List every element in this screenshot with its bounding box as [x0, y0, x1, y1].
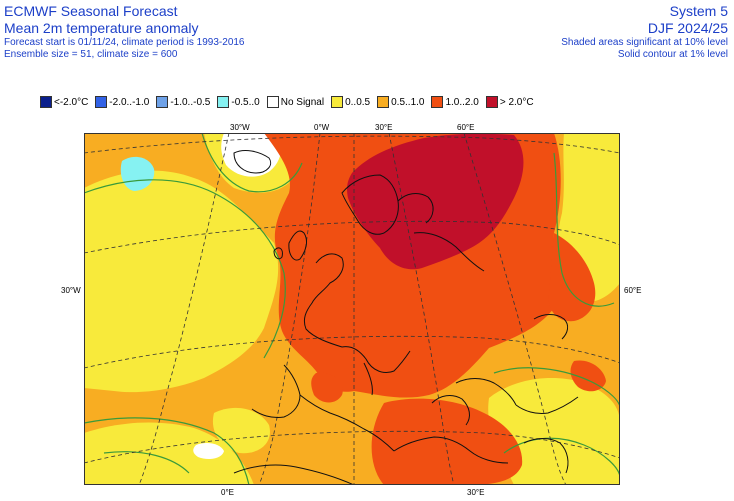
significance-contour: Solid contour at 1% level [617, 49, 728, 60]
legend-label: -1.0..-0.5 [170, 96, 211, 108]
significance-shaded: Shaded areas significant at 10% level [561, 37, 728, 48]
significance-contours [84, 133, 620, 485]
no-signal-patch-south [193, 443, 224, 459]
anomaly-above-2.0-scandinavia [347, 133, 524, 270]
legend-label: > 2.0°C [499, 96, 534, 108]
forecast-info: Forecast start is 01/11/24, climate peri… [4, 37, 245, 48]
legend-item: -0.5..0 [217, 96, 260, 108]
graticule-label-top-3: 30°E [375, 123, 393, 132]
legend-label: 1.0..2.0 [445, 96, 479, 108]
map-frame [84, 133, 620, 485]
legend-swatch [331, 96, 344, 108]
anomaly-negative-patch [120, 156, 155, 191]
legend-swatch [377, 96, 390, 108]
map-title: ECMWF Seasonal Forecast [4, 3, 178, 19]
graticule-label-left: 30°W [61, 286, 81, 295]
legend-label: 0..0.5 [345, 96, 371, 108]
graticule-label-bottom-2: 30°E [467, 488, 485, 497]
legend-label: 0.5..1.0 [391, 96, 425, 108]
graticule-label-top-2: 0°W [314, 123, 330, 132]
anomaly-0-0.5-southwest-patch [212, 407, 270, 454]
graticule-label-top-1: 30°W [230, 123, 250, 132]
legend-swatch [217, 96, 230, 108]
legend-label: -0.5..0 [231, 96, 260, 108]
anomaly-1.0-2.0-caspian [570, 360, 606, 392]
ensemble-info: Ensemble size = 51, climate size = 600 [4, 49, 178, 60]
anomaly-0-0.5-south [84, 422, 254, 485]
temperature-anomaly-map [84, 133, 620, 485]
period-label: DJF 2024/25 [647, 20, 728, 36]
anomaly-1.0-2.0-south [371, 398, 523, 485]
legend-label: No Signal [280, 96, 325, 108]
legend-swatch [95, 96, 108, 108]
legend-item: -2.0..-1.0 [95, 96, 149, 108]
anomaly-1.0-2.0-east-strip [548, 233, 596, 322]
legend-item: -1.0..-0.5 [156, 96, 210, 108]
legend-item: > 2.0°C [485, 96, 534, 108]
header-left: ECMWF Seasonal Forecast Mean 2m temperat… [4, 3, 245, 61]
header-right: System 5 DJF 2024/25 Shaded areas signif… [561, 3, 728, 61]
graticule-label-right: 60°E [624, 286, 642, 295]
coastlines [233, 150, 579, 485]
legend-label: <-2.0°C [54, 96, 89, 108]
legend-item: 1.0..2.0 [431, 96, 479, 108]
legend-swatch [431, 96, 444, 108]
map-subtitle: Mean 2m temperature anomaly [4, 20, 199, 36]
graticule [84, 133, 620, 485]
legend-swatch [266, 96, 279, 108]
system-label: System 5 [669, 3, 728, 19]
legend-item: 0..0.5 [331, 96, 370, 108]
graticule-label-bottom-1: 0°E [221, 488, 234, 497]
legend-item: No Signal [266, 96, 325, 108]
legend-swatch [485, 96, 498, 108]
anomaly-0-0.5-atlantic [84, 170, 279, 393]
no-signal-iceland-area [221, 133, 282, 177]
legend: <-2.0°C -2.0..-1.0 -1.0..-0.5 -0.5..0 No… [40, 95, 541, 109]
legend-swatch [156, 96, 169, 108]
legend-swatch [40, 96, 52, 108]
legend-item: 0.5..1.0 [377, 96, 424, 108]
legend-label: -2.0..-1.0 [109, 96, 150, 108]
legend-item: <-2.0°C [40, 96, 88, 108]
graticule-label-top-4: 60°E [457, 123, 475, 132]
anomaly-1.0-2.0-west-patch [311, 372, 343, 403]
